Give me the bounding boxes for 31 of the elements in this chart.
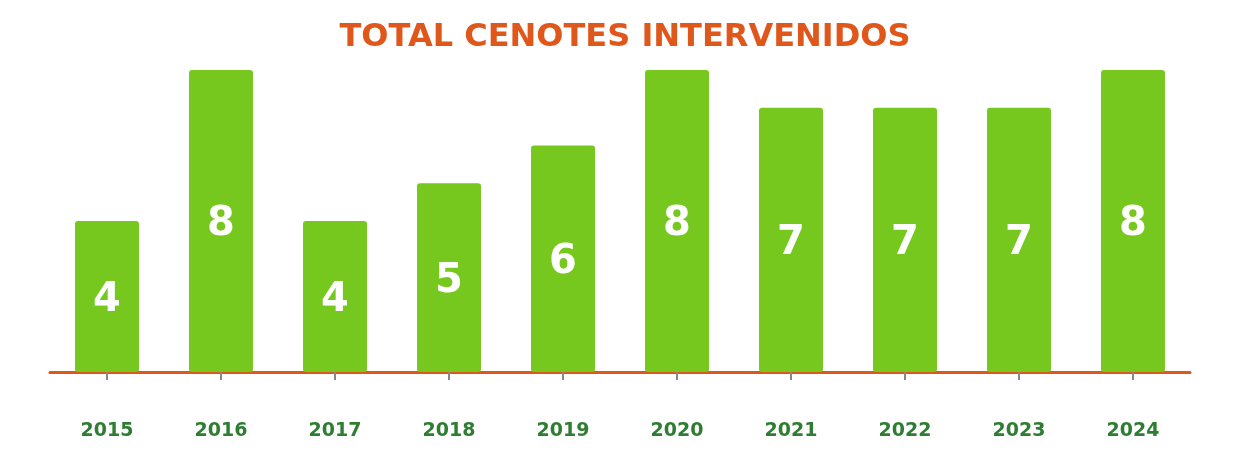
x-tick-label: 2022 [878,417,932,440]
data-label: 5 [435,254,463,301]
bar [531,145,595,372]
bar [189,70,253,372]
data-label: 8 [207,198,235,244]
x-tick-label: 2015 [80,417,134,440]
data-label: 4 [321,273,349,320]
x-tick-label: 2018 [422,417,476,440]
bar [417,183,481,372]
bar [303,221,367,372]
data-label: 7 [1005,216,1033,263]
x-tick-label: 2021 [764,417,818,440]
bar [873,107,937,372]
data-label: 7 [777,216,805,263]
x-tick-label: 2017 [308,417,362,440]
data-label: 6 [549,235,577,282]
bar [759,107,823,372]
data-label: 8 [663,198,691,244]
x-tick-label: 2019 [536,417,590,440]
data-label: 8 [1119,198,1147,244]
chart-title: TOTAL CENOTES INTERVENIDOS [339,16,911,54]
x-tick-label: 2016 [194,417,248,440]
bar [987,107,1051,372]
data-label: 4 [93,273,121,320]
data-label: 7 [891,216,919,263]
x-tick-label: 2023 [992,417,1046,440]
bar [645,70,709,372]
x-tick-label: 2020 [650,417,704,440]
bar [1101,70,1165,372]
bar [75,221,139,372]
x-tick-label: 2024 [1106,417,1160,440]
